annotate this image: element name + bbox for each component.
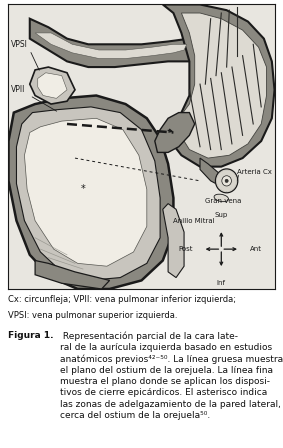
Text: Post: Post (178, 246, 192, 252)
Text: Sup: Sup (215, 212, 228, 218)
Ellipse shape (214, 194, 229, 202)
Text: Ant: Ant (250, 246, 262, 252)
Polygon shape (179, 13, 267, 158)
Polygon shape (24, 118, 147, 266)
Text: VPII: VPII (11, 85, 25, 95)
Polygon shape (200, 158, 232, 186)
Circle shape (222, 176, 231, 186)
Text: VPSI: vena pulmonar superior izquierda.: VPSI: vena pulmonar superior izquierda. (8, 311, 178, 320)
Text: VPSI: VPSI (11, 40, 28, 49)
Polygon shape (16, 107, 160, 280)
Circle shape (216, 170, 237, 192)
Polygon shape (163, 203, 184, 278)
Text: Gran vena: Gran vena (205, 198, 242, 204)
Polygon shape (30, 67, 75, 104)
Polygon shape (8, 95, 173, 289)
Polygon shape (38, 73, 67, 99)
Text: *: * (81, 185, 85, 194)
Text: Cx: circunfleja; VPII: vena pulmonar inferior izquierda;: Cx: circunfleja; VPII: vena pulmonar inf… (8, 295, 237, 304)
Polygon shape (35, 33, 187, 59)
Text: Inf: Inf (217, 280, 226, 286)
Text: Anillo Mitral: Anillo Mitral (173, 218, 215, 224)
Circle shape (215, 169, 238, 193)
Polygon shape (35, 260, 110, 289)
Text: Arteria Cx: Arteria Cx (237, 169, 272, 175)
Text: Representación parcial de la cara late-
ral de la aurícula izquierda basado en e: Representación parcial de la cara late- … (60, 331, 283, 420)
Polygon shape (30, 19, 200, 67)
Polygon shape (155, 112, 195, 152)
Polygon shape (163, 4, 275, 167)
Text: Figura 1.: Figura 1. (8, 331, 54, 340)
Circle shape (225, 179, 228, 183)
